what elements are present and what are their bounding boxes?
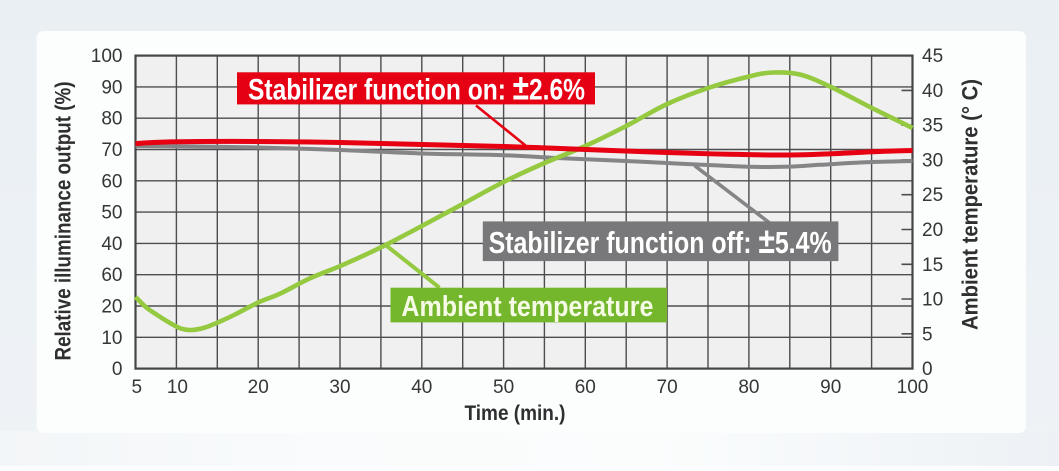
svg-text:100: 100 [897,377,929,398]
svg-text:30: 30 [922,150,943,171]
svg-text:30: 30 [329,377,350,398]
svg-text:20: 20 [248,377,269,398]
svg-text:100: 100 [91,46,123,67]
svg-text:45: 45 [922,46,943,67]
svg-text:40: 40 [411,377,432,398]
svg-text:80: 80 [738,377,759,398]
svg-text:Relative illuminance output (%: Relative illuminance output (%) [51,82,76,361]
svg-text:0: 0 [112,359,123,380]
svg-text:20: 20 [922,220,943,241]
svg-text:50: 50 [493,377,514,398]
svg-text:0: 0 [922,359,933,380]
svg-text:40: 40 [101,234,122,255]
svg-text:50: 50 [101,203,122,224]
svg-text:10: 10 [101,328,122,349]
svg-text:70: 70 [657,377,678,398]
svg-text:10: 10 [167,377,188,398]
svg-text:5: 5 [132,377,143,398]
svg-text:60: 60 [101,171,122,192]
svg-text:Stabilizer function off: ±5.4%: Stabilizer function off: ±5.4% [489,220,832,261]
svg-text:15: 15 [922,255,943,276]
svg-text:25: 25 [922,185,943,206]
svg-text:60: 60 [575,377,596,398]
svg-text:20: 20 [101,297,122,318]
svg-text:90: 90 [820,377,841,398]
svg-text:90: 90 [101,77,122,98]
svg-text:40: 40 [922,81,943,102]
svg-text:35: 35 [922,116,943,137]
svg-text:70: 70 [101,140,122,161]
svg-text:Ambient temperature (° C): Ambient temperature (° C) [958,79,983,330]
svg-text:Stabilizer function on: ±2.6%: Stabilizer function on: ±2.6% [248,67,585,108]
svg-text:5: 5 [922,324,933,345]
svg-text:10: 10 [922,290,943,311]
svg-text:Ambient temperature: Ambient temperature [401,291,653,323]
svg-text:80: 80 [101,109,122,130]
svg-text:60: 60 [101,265,122,286]
svg-text:Time (min.): Time (min.) [465,402,566,425]
